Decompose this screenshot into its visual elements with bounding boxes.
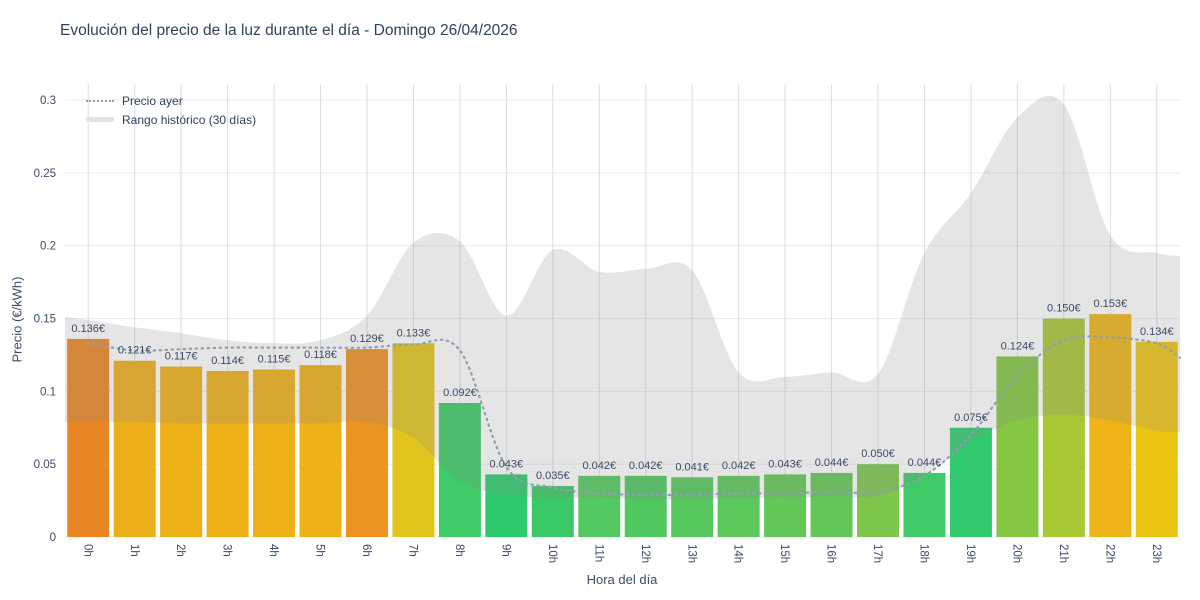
bar-20h[interactable] <box>996 356 1039 537</box>
bar-value-label: 0.044€ <box>908 457 942 469</box>
bar-value-label: 0.136€ <box>71 323 105 335</box>
x-tick-label: 4h <box>267 544 279 557</box>
page-title: Evolución del precio de la luz durante e… <box>60 22 518 39</box>
bar-8h[interactable] <box>438 402 481 537</box>
x-tick-label: 2h <box>174 544 186 557</box>
y-tick-label: 0.25 <box>34 168 56 180</box>
x-tick-label: 19h <box>964 544 976 563</box>
bar-value-label: 0.115€ <box>258 353 291 365</box>
bar-16h[interactable] <box>810 472 853 537</box>
historical-range-band <box>65 95 1180 500</box>
bar-0h[interactable] <box>67 338 110 537</box>
x-tick-label: 13h <box>685 544 697 563</box>
y-tick-label: 0.1 <box>40 386 56 398</box>
bar-value-label: 0.042€ <box>722 460 756 472</box>
bar-11h[interactable] <box>578 475 621 537</box>
bar-1h[interactable] <box>113 360 156 537</box>
bar-23h[interactable] <box>1135 341 1178 537</box>
x-tick-label: 0h <box>81 544 93 557</box>
x-tick-label: 1h <box>128 544 140 557</box>
bar-value-label: 0.134€ <box>1140 326 1174 338</box>
bar-3h[interactable] <box>206 370 249 537</box>
y-axis-title: Precio (€/kWh) <box>9 276 25 363</box>
bar-value-label: 0.129€ <box>350 333 384 345</box>
x-tick-label: 11h <box>592 544 604 562</box>
band-swatch-icon <box>86 117 114 122</box>
bar-21h[interactable] <box>1042 318 1085 538</box>
bar-value-label: 0.124€ <box>1001 340 1035 352</box>
bar-value-label: 0.114€ <box>211 355 244 367</box>
x-tick-label: 8h <box>453 544 465 557</box>
legend: Precio ayer Rango histórico (30 días) <box>86 91 256 129</box>
legend-item-rango-historico[interactable]: Rango histórico (30 días) <box>86 110 256 129</box>
x-tick-label: 7h <box>407 544 419 557</box>
legend-label: Precio ayer <box>122 93 183 108</box>
x-tick-label: 6h <box>360 544 372 557</box>
bar-value-label: 0.075€ <box>954 412 988 424</box>
x-axis-title: Hora del día <box>586 572 658 587</box>
bar-10h[interactable] <box>531 486 574 537</box>
bar-9h[interactable] <box>485 474 528 537</box>
legend-label: Rango histórico (30 días) <box>122 112 257 127</box>
x-tick-label: 18h <box>918 544 930 563</box>
x-tick-label: 5h <box>314 544 326 557</box>
y-tick-label: 0.05 <box>34 459 56 471</box>
bar-value-label: 0.117€ <box>165 351 198 363</box>
x-tick-label: 9h <box>499 544 511 557</box>
x-tick-label: 23h <box>1150 544 1162 563</box>
bar-2h[interactable] <box>160 366 203 537</box>
x-tick-label: 15h <box>778 544 790 563</box>
y-tick-label: 0 <box>50 532 56 544</box>
bar-5h[interactable] <box>299 365 342 537</box>
x-tick-label: 10h <box>546 544 558 563</box>
x-tick-label: 21h <box>1057 544 1069 563</box>
bar-value-label: 0.042€ <box>629 460 663 472</box>
bar-value-label: 0.043€ <box>768 458 802 470</box>
bar-value-label: 0.153€ <box>1093 298 1127 310</box>
bar-value-label: 0.050€ <box>861 448 895 460</box>
bar-value-label: 0.121€ <box>118 345 152 357</box>
bar-4h[interactable] <box>253 369 296 537</box>
x-tick-label: 17h <box>871 544 883 563</box>
bar-value-label: 0.133€ <box>397 327 431 339</box>
bar-value-label: 0.118€ <box>304 349 337 361</box>
bar-18h[interactable] <box>903 472 946 537</box>
bar-19h[interactable] <box>949 427 992 537</box>
y-tick-label: 0.15 <box>34 314 56 326</box>
x-tick-label: 14h <box>732 544 744 563</box>
bar-value-label: 0.035€ <box>536 470 570 482</box>
dotted-line-icon <box>86 99 114 102</box>
bar-22h[interactable] <box>1089 314 1132 537</box>
bar-14h[interactable] <box>717 475 760 537</box>
legend-item-precio-ayer[interactable]: Precio ayer <box>86 91 256 110</box>
x-tick-label: 16h <box>825 544 837 563</box>
bar-value-label: 0.043€ <box>490 458 524 470</box>
bar-value-label: 0.041€ <box>675 461 709 473</box>
bar-15h[interactable] <box>764 474 807 537</box>
y-tick-label: 0.3 <box>40 95 56 107</box>
bar-7h[interactable] <box>392 343 435 537</box>
bar-13h[interactable] <box>671 477 714 537</box>
bar-value-label: 0.044€ <box>815 457 849 469</box>
bar-value-label: 0.092€ <box>443 387 477 399</box>
bar-6h[interactable] <box>345 349 388 537</box>
bar-value-label: 0.042€ <box>582 460 616 472</box>
bar-value-label: 0.150€ <box>1047 303 1081 315</box>
x-tick-label: 12h <box>639 544 651 563</box>
yesterday-price-line <box>87 335 1182 497</box>
x-tick-label: 3h <box>221 544 233 557</box>
y-tick-label: 0.2 <box>40 241 56 253</box>
x-tick-label: 22h <box>1103 544 1115 563</box>
bar-12h[interactable] <box>624 475 667 537</box>
x-tick-label: 20h <box>1010 544 1022 563</box>
bar-17h[interactable] <box>857 464 900 537</box>
